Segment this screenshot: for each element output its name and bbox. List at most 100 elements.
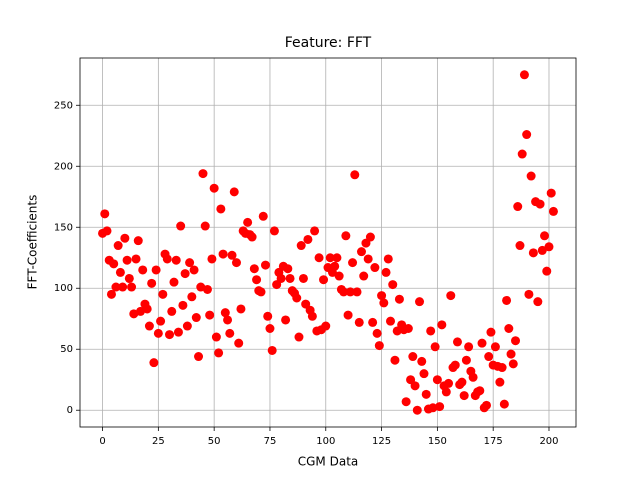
point	[229, 187, 239, 197]
point	[403, 323, 413, 333]
point	[381, 267, 391, 277]
point	[319, 275, 329, 285]
x-tick-label: 175	[484, 436, 503, 447]
point	[394, 294, 404, 304]
point	[303, 234, 313, 244]
point	[231, 258, 241, 268]
point	[205, 310, 215, 320]
point	[236, 304, 246, 314]
point	[461, 355, 471, 365]
point	[446, 291, 456, 301]
point	[332, 253, 342, 263]
point	[441, 387, 451, 397]
point	[365, 232, 375, 242]
point	[334, 271, 344, 281]
point	[435, 402, 445, 412]
point	[149, 358, 159, 368]
point	[390, 355, 400, 365]
point	[109, 259, 119, 269]
point	[182, 321, 192, 331]
y-tick-label: 200	[54, 161, 73, 172]
point	[307, 311, 317, 321]
point	[368, 317, 378, 327]
point	[276, 273, 286, 283]
point	[176, 221, 186, 231]
point	[185, 258, 195, 268]
point	[504, 323, 514, 333]
point	[156, 316, 166, 326]
point	[477, 338, 487, 348]
point	[526, 171, 536, 181]
x-tick-label: 150	[428, 436, 447, 447]
y-tick-label: 50	[60, 344, 73, 355]
point	[341, 231, 351, 241]
point	[118, 282, 128, 292]
point	[260, 260, 270, 270]
point	[198, 169, 208, 179]
point	[515, 241, 525, 251]
point	[464, 342, 474, 352]
point	[281, 315, 291, 325]
point	[162, 254, 172, 264]
point	[269, 226, 279, 236]
point	[211, 332, 221, 342]
point	[490, 342, 500, 352]
point	[495, 377, 505, 387]
point	[540, 231, 550, 241]
point	[169, 277, 179, 287]
point	[263, 311, 273, 321]
point	[468, 372, 478, 382]
point	[348, 258, 358, 268]
point	[517, 149, 527, 159]
point	[354, 317, 364, 327]
point	[363, 254, 373, 264]
point	[350, 170, 360, 180]
point	[158, 289, 168, 299]
point	[544, 242, 554, 252]
point	[359, 271, 369, 281]
point	[223, 315, 233, 325]
point	[113, 241, 123, 251]
x-tick-label: 50	[208, 436, 221, 447]
point	[220, 308, 230, 318]
point	[124, 273, 134, 283]
x-axis-label: CGM Data	[298, 455, 359, 469]
point	[151, 265, 161, 275]
point	[506, 349, 516, 359]
point	[191, 313, 201, 323]
point	[234, 338, 244, 348]
x-tick-label: 100	[316, 436, 335, 447]
point	[383, 254, 393, 264]
point	[144, 321, 154, 331]
point	[401, 397, 411, 407]
plot-frame	[79, 57, 577, 428]
point	[227, 250, 237, 260]
point	[207, 254, 217, 264]
point	[180, 269, 190, 279]
point	[386, 316, 396, 326]
point	[285, 273, 295, 283]
point	[178, 300, 188, 310]
point	[243, 217, 253, 227]
point	[537, 245, 547, 255]
point	[426, 326, 436, 336]
point	[173, 327, 183, 337]
point	[379, 298, 389, 308]
point	[408, 352, 418, 362]
point	[432, 375, 442, 385]
point	[298, 273, 308, 283]
point	[142, 304, 152, 314]
point	[106, 289, 116, 299]
point	[252, 275, 262, 285]
point	[452, 337, 462, 347]
point	[100, 209, 110, 219]
point	[377, 291, 387, 301]
point	[283, 264, 293, 274]
point	[120, 233, 130, 243]
point	[388, 280, 398, 290]
point	[437, 320, 447, 330]
y-tick-label: 0	[67, 405, 73, 416]
x-tick-label: 25	[152, 436, 165, 447]
point	[430, 342, 440, 352]
point	[218, 249, 228, 259]
